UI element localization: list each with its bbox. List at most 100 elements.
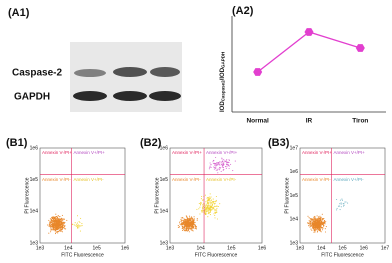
y-tick-label: 1e5 [30, 177, 39, 183]
quadrant-label: Annexin V-/PI- [42, 177, 71, 182]
event-dot [81, 225, 83, 227]
event-dot [55, 218, 57, 220]
event-dot [223, 164, 225, 166]
event-dot [316, 217, 318, 219]
event-dot [56, 223, 58, 225]
event-dot [321, 229, 324, 231]
event-dot [50, 221, 52, 224]
event-dot [324, 228, 326, 230]
event-dot [184, 229, 186, 231]
event-dot [193, 221, 195, 223]
event-dot [206, 203, 209, 205]
event-dot [61, 231, 63, 233]
event-dot [204, 210, 206, 212]
event-dot [210, 209, 212, 211]
event-dot [226, 162, 228, 164]
event-dot [193, 222, 195, 224]
event-dot [320, 221, 322, 223]
flow-panels: (B1)Annexin V-/PI+ Annexin V+/PI+Annexin … [6, 137, 389, 258]
event-dot [186, 226, 188, 228]
event-dot [234, 160, 236, 162]
event-dot [57, 231, 59, 233]
event-dot [320, 226, 322, 228]
event-dot [72, 224, 74, 226]
plot-frame [39, 147, 126, 244]
event-dot [50, 224, 52, 226]
event-dot [78, 225, 80, 228]
x-tick-label: 1e4 [64, 245, 73, 251]
event-dot [208, 202, 210, 204]
event-dot [182, 225, 184, 228]
event-dot [213, 162, 215, 164]
event-dot [53, 224, 55, 226]
event-dot [337, 205, 340, 207]
event-dot [189, 227, 191, 229]
event-dot [321, 213, 323, 215]
event-dot [310, 225, 312, 227]
event-dot [209, 207, 211, 209]
event-dot [192, 224, 194, 226]
event-dot [52, 221, 54, 223]
event-dot [316, 215, 318, 217]
event-dot [179, 223, 181, 225]
event-dot [215, 168, 217, 170]
event-dot [181, 229, 184, 232]
event-dot [50, 220, 52, 222]
event-dot [205, 204, 207, 206]
event-dot [324, 231, 327, 233]
event-dot [58, 223, 60, 225]
event-dot [228, 162, 230, 164]
event-dot [214, 214, 216, 217]
event-dot [204, 209, 206, 211]
event-dot [311, 224, 313, 226]
event-dot [201, 211, 203, 213]
event-dot [192, 227, 195, 229]
event-dot [319, 215, 321, 217]
event-dot [187, 226, 189, 228]
x-tick-label: 1e5 [338, 245, 347, 251]
event-dot [50, 227, 52, 229]
event-dot [188, 215, 191, 217]
event-dot [212, 202, 214, 204]
event-dot [308, 217, 310, 219]
event-dot [56, 219, 58, 221]
event-dot [323, 221, 326, 223]
event-dot [177, 225, 179, 227]
event-dot [226, 166, 228, 168]
event-dot [186, 220, 188, 222]
event-dot [182, 222, 184, 225]
event-dot [182, 217, 184, 219]
event-dot [225, 160, 227, 162]
event-dot [57, 220, 59, 222]
event-dot [195, 225, 197, 227]
event-dot [340, 202, 342, 204]
panel-label: (B1) [6, 137, 28, 149]
event-dot [311, 229, 313, 231]
event-dot [184, 224, 186, 226]
event-dot [314, 217, 316, 219]
event-dot [318, 223, 321, 225]
y-tick-label: 1e4 [160, 209, 169, 215]
event-dot [193, 219, 195, 221]
event-dot [58, 218, 60, 220]
event-dot [56, 221, 58, 223]
event-dot [221, 164, 223, 166]
event-dot [309, 218, 311, 220]
event-dot [219, 203, 221, 205]
marker [253, 68, 263, 76]
event-dot [315, 221, 317, 223]
event-dot [190, 223, 192, 226]
event-dot [190, 216, 192, 218]
event-dot [322, 224, 325, 226]
event-dot [209, 197, 211, 199]
event-dot [316, 228, 318, 230]
x-axis-label: FITC Fluorescence [61, 252, 104, 258]
event-dot [308, 225, 310, 227]
event-dot [181, 228, 183, 230]
event-dot [214, 211, 216, 214]
event-dot [201, 202, 203, 204]
event-dot [184, 223, 186, 225]
event-dot [213, 213, 215, 215]
event-dot [55, 216, 57, 218]
event-dot [183, 220, 185, 222]
